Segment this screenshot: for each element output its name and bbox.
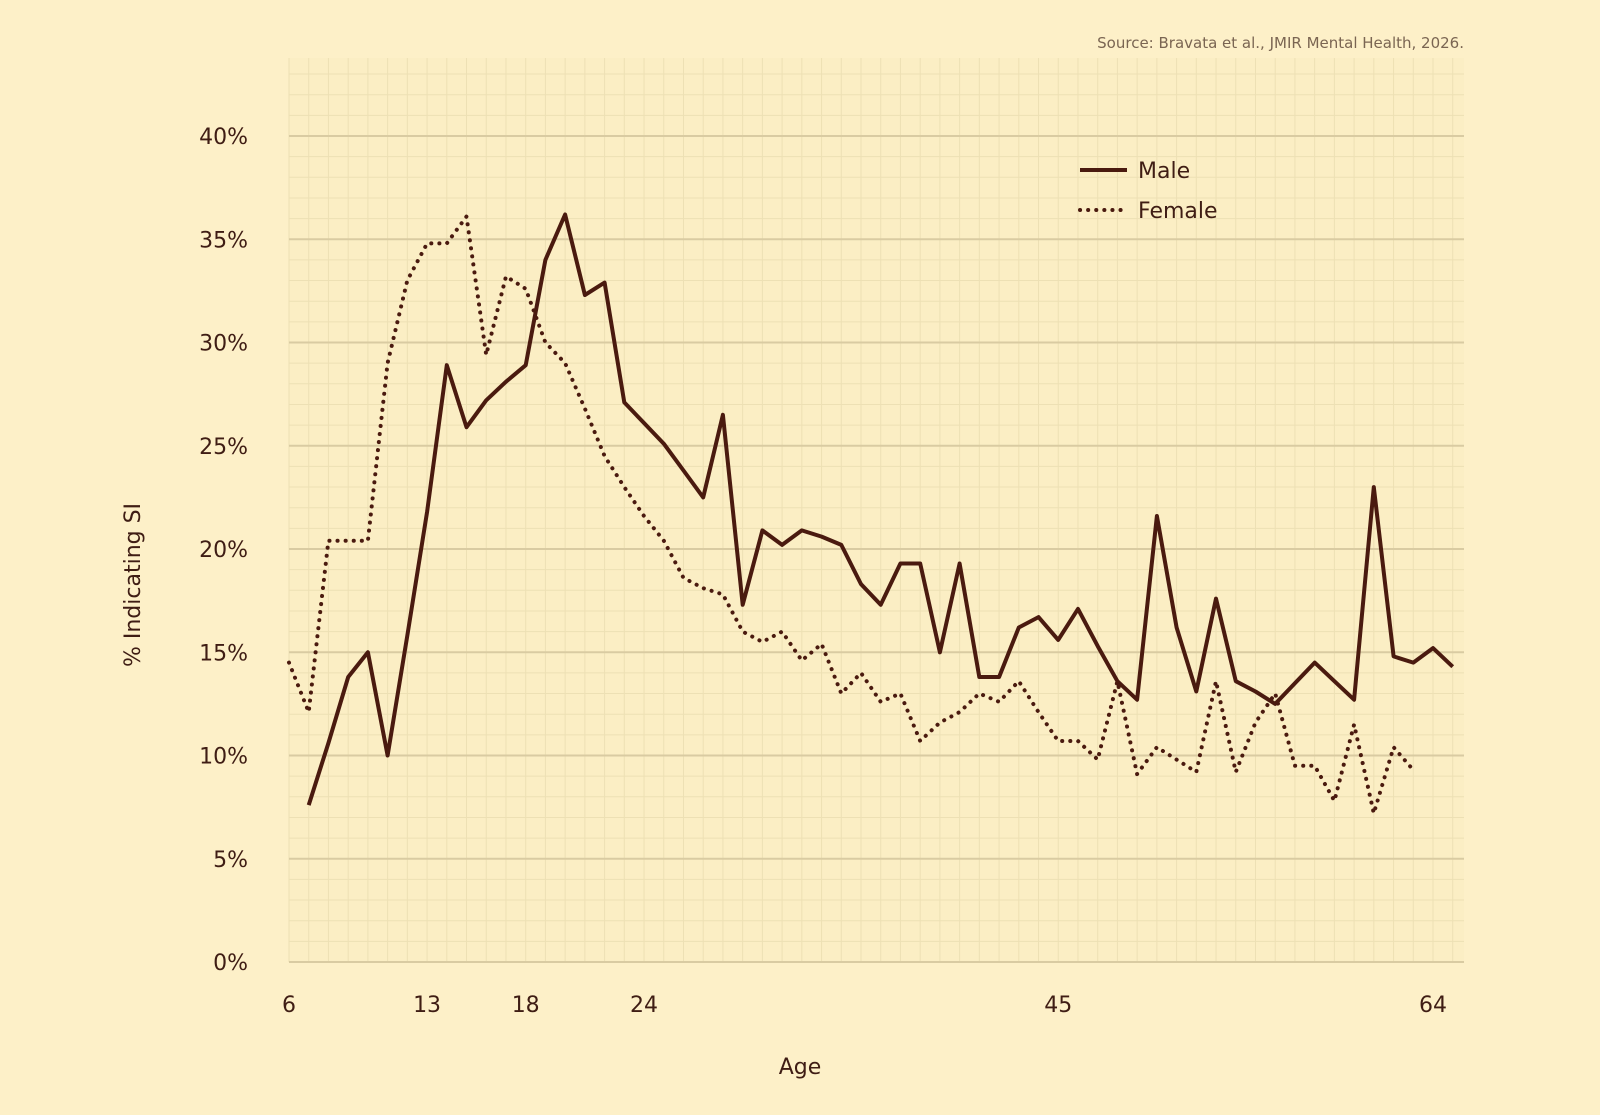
y-tick-label: 15%: [199, 641, 248, 666]
y-tick-label: 25%: [199, 435, 248, 460]
minor-gridlines: [288, 58, 1464, 963]
legend: Male Female: [1078, 159, 1218, 224]
source-note: Source: Bravata et al., JMIR Mental Heal…: [1097, 34, 1464, 52]
x-tick-label: 13: [413, 993, 441, 1018]
x-axis-ticks: 6 13 18 24 45 64: [282, 993, 1447, 1018]
x-tick-label: 24: [630, 993, 658, 1018]
y-tick-label: 10%: [199, 745, 248, 770]
x-tick-label: 45: [1044, 993, 1072, 1018]
y-tick-label: 40%: [199, 125, 248, 150]
y-tick-label: 5%: [213, 848, 248, 873]
y-tick-label: 30%: [199, 332, 248, 357]
y-tick-label: 20%: [199, 538, 248, 563]
y-axis-title: % Indicating SI: [121, 503, 146, 667]
y-axis-ticks: 0% 5% 10% 15% 20% 25% 30% 35% 40%: [199, 125, 248, 976]
y-tick-label: 0%: [213, 951, 248, 976]
plot-area: [289, 58, 1464, 962]
series-layer: [287, 212, 1455, 816]
y-tick-label: 35%: [199, 228, 248, 253]
legend-male-label: Male: [1138, 159, 1190, 184]
series-line-female: [287, 214, 1416, 816]
x-axis-title: Age: [779, 1055, 822, 1080]
x-tick-label: 64: [1419, 993, 1447, 1018]
series-line-male: [306, 212, 1455, 806]
legend-female-label: Female: [1138, 199, 1218, 224]
x-tick-label: 18: [512, 993, 540, 1018]
major-gridlines: [289, 135, 1464, 963]
x-tick-label: 6: [282, 993, 296, 1018]
